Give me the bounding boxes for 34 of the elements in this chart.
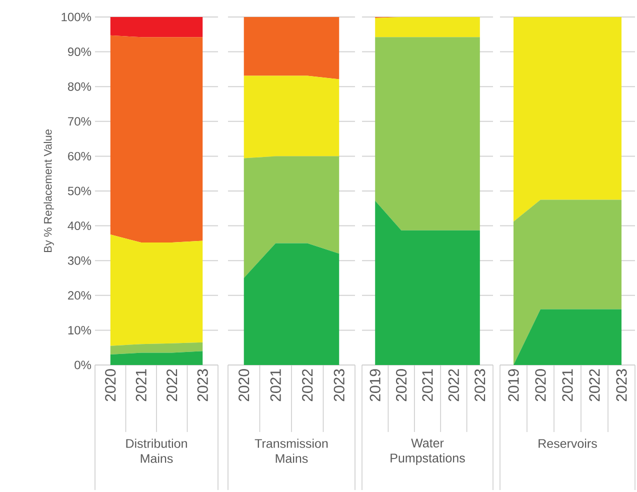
y-tick-label: 40% [68,222,92,230]
y-tick-label: 80% [68,82,92,91]
x-axis-title: Water Pumpstations [390,438,465,465]
y-tick-label: 60% [68,152,92,160]
x-tick-label: 2021 [270,369,281,402]
x-axis-title: Reservoirs [538,438,597,448]
x-axis-title: Transmission Mains [254,438,328,463]
x-tick-label: 2020 [105,369,116,402]
x-tick-label: 2020 [535,369,546,402]
x-tick-label: 2021 [562,369,573,402]
x-tick-label: 2023 [334,369,344,402]
x-tick-label: 2019 [508,369,519,402]
x-tick-label: 2022 [166,369,178,402]
y-tick-label: 100% [62,12,92,22]
y-tick-label: 30% [68,256,92,265]
x-tick-label: 2021 [136,369,146,402]
x-tick-label: 2022 [448,369,460,402]
y-tick-label: 10% [68,326,92,334]
y-axis-title: By % Replacement Value [44,130,54,252]
x-axis-title: Distribution Mains [126,438,187,463]
y-tick-label: 50% [68,186,92,196]
x-tick-label: 2020 [238,369,250,402]
x-tick-label: 2019 [370,369,380,402]
x-tick-label: 2023 [616,369,627,402]
x-tick-label: 2022 [589,369,600,402]
x-tick-label: 2020 [396,369,407,402]
x-tick-label: 2022 [302,369,313,402]
y-tick-label: 20% [68,291,92,300]
x-tick-label: 2021 [422,369,433,402]
y-tick-label: 70% [68,117,92,126]
y-tick-label: 0% [74,360,92,370]
x-tick-label: 2023 [474,369,486,402]
x-tick-label: 2023 [197,369,208,402]
y-tick-label: 90% [68,48,92,56]
